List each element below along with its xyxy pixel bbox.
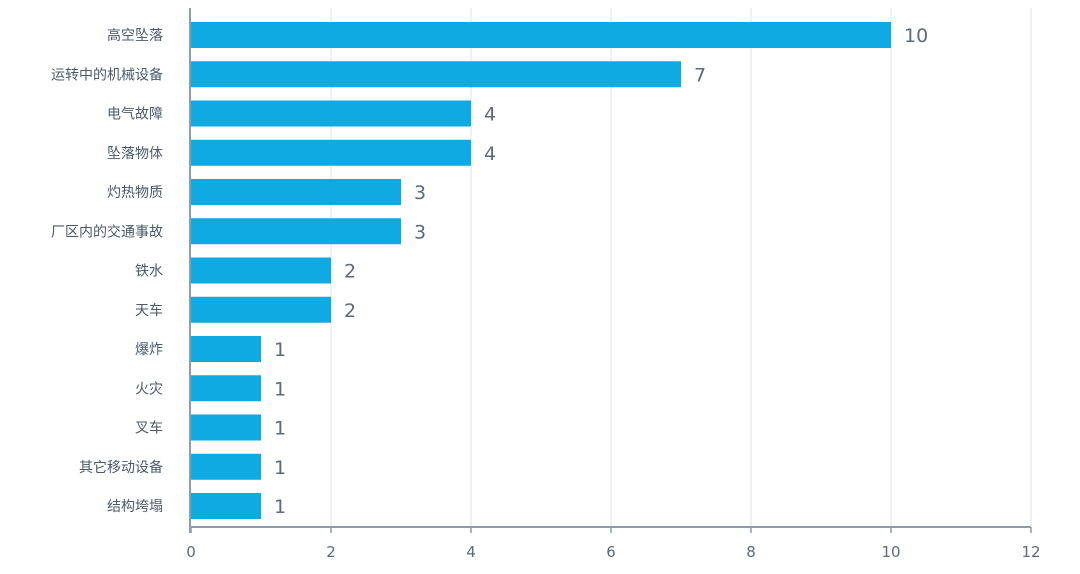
bar <box>191 218 401 245</box>
data-label: 7 <box>694 64 706 86</box>
data-label: 1 <box>274 457 286 479</box>
category-label: 其它移动设备 <box>79 459 163 476</box>
x-tick-label: 2 <box>326 543 336 561</box>
category-label: 高空坠落 <box>107 27 163 44</box>
bar <box>191 179 401 205</box>
bar <box>191 296 331 323</box>
x-tick-label: 10 <box>881 543 900 561</box>
bar <box>191 22 891 48</box>
x-tick-label: 12 <box>1021 543 1040 561</box>
bar <box>191 100 471 127</box>
bar <box>191 453 261 480</box>
data-label: 3 <box>414 182 426 204</box>
category-label: 爆炸 <box>135 342 163 358</box>
bars <box>191 22 891 519</box>
category-label: 厂区内的交通事故 <box>51 223 163 240</box>
x-tick-label: 0 <box>186 543 196 561</box>
category-label: 灼热物质 <box>107 185 163 201</box>
category-label: 电气故障 <box>107 107 163 123</box>
x-tick-label: 8 <box>746 543 756 561</box>
bar <box>191 493 261 519</box>
data-label: 1 <box>274 339 286 361</box>
category-label: 天车 <box>135 302 163 319</box>
category-label: 火灾 <box>135 380 163 397</box>
x-tick-label: 4 <box>466 543 476 561</box>
bar <box>191 375 261 402</box>
x-tick-label: 6 <box>606 543 616 561</box>
category-label: 坠落物体 <box>107 146 163 162</box>
axes <box>189 8 1032 533</box>
bar <box>191 61 681 88</box>
data-label: 4 <box>484 104 496 126</box>
category-label: 运转中的机械设备 <box>51 66 163 83</box>
data-label: 1 <box>274 418 286 440</box>
data-label: 3 <box>414 221 426 243</box>
bar <box>191 414 261 441</box>
category-label: 叉车 <box>135 420 163 437</box>
data-label: 2 <box>344 261 356 283</box>
data-label: 2 <box>344 300 356 322</box>
data-label: 1 <box>274 496 286 518</box>
bar <box>191 336 261 362</box>
data-label: 1 <box>274 378 286 400</box>
data-label: 4 <box>484 143 496 165</box>
bar <box>191 139 471 166</box>
bar <box>191 257 331 284</box>
data-label: 10 <box>904 25 928 47</box>
category-label: 结构垮塌 <box>107 499 163 515</box>
category-label: 铁水 <box>135 264 163 280</box>
gridlines <box>330 8 1032 527</box>
